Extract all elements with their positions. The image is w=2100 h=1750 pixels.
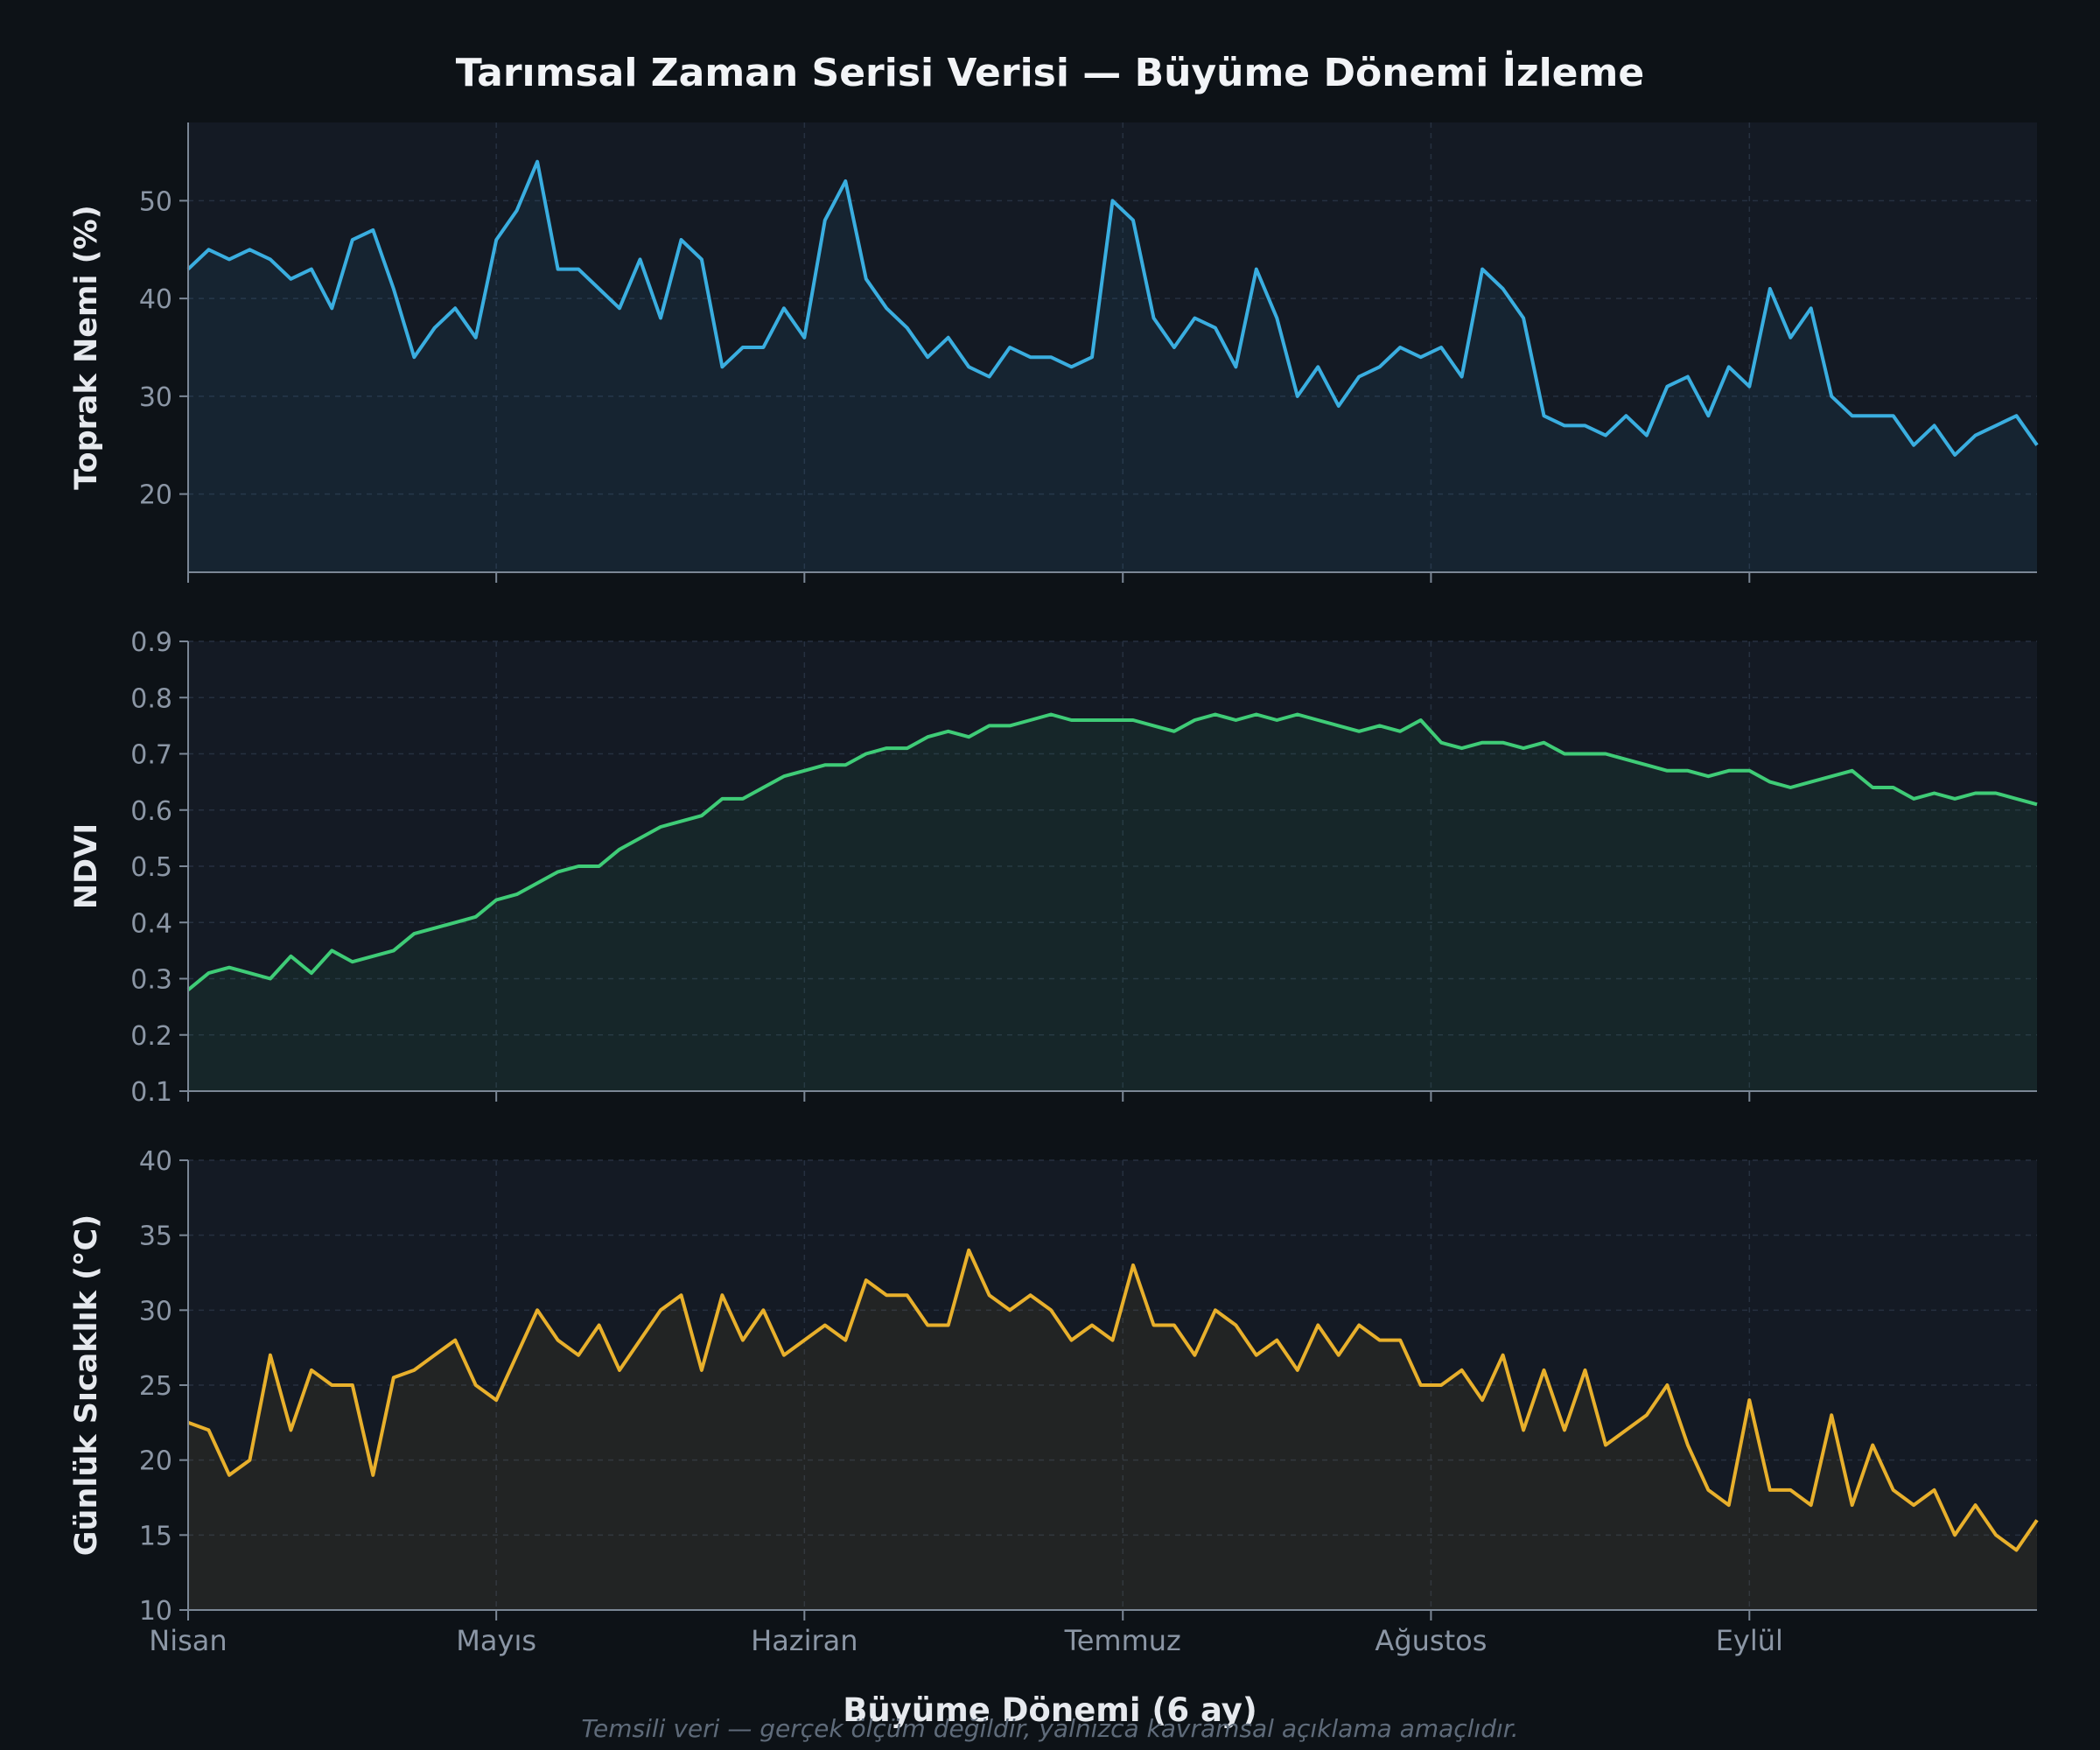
y-tick-label: 0.1 bbox=[130, 1077, 172, 1108]
series-area bbox=[188, 714, 2037, 1091]
x-tick-label: Nisan bbox=[149, 1624, 227, 1657]
y-axis-label: Toprak Nemi (%) bbox=[69, 205, 104, 489]
y-tick-label: 0.6 bbox=[130, 796, 172, 827]
y-tick-label: 50 bbox=[139, 186, 172, 217]
y-tick-label: 30 bbox=[139, 382, 172, 413]
panel-3: 10 15 20 25 30 35 40 Nisan Mayıs Haziran Temmuz Ağu… bbox=[69, 1146, 2039, 1657]
y-tick-label: 0.3 bbox=[130, 965, 172, 996]
y-tick-label: 15 bbox=[139, 1521, 172, 1551]
x-tick-label: Temmuz bbox=[1064, 1624, 1181, 1657]
y-axis-label: Günlük Sıcaklık (°C) bbox=[69, 1214, 104, 1556]
y-tick-label: 10 bbox=[139, 1596, 172, 1627]
chart-title: Tarımsal Zaman Serisi Verisi — Büyüme Dö… bbox=[456, 49, 1644, 95]
y-tick-label: 40 bbox=[139, 284, 172, 315]
series-line bbox=[187, 1248, 2039, 1552]
x-tick-label: Ağustos bbox=[1375, 1624, 1487, 1657]
y-tick-label: 0.2 bbox=[130, 1021, 172, 1052]
y-tick-label: 20 bbox=[139, 1446, 172, 1477]
y-tick-label: 0.4 bbox=[130, 908, 172, 939]
x-tick-label: Haziran bbox=[751, 1624, 858, 1657]
panel-2: 0.1 0.2 0.3 0.4 0.5 0.6 0.7 0.8 0.9 NDVI bbox=[69, 627, 2038, 1108]
y-tick-label: 0.7 bbox=[130, 740, 172, 771]
y-tick-label: 40 bbox=[139, 1146, 172, 1177]
y-tick-label: 0.9 bbox=[130, 627, 172, 658]
series-line bbox=[186, 159, 2039, 457]
panel-1: 20 30 40 50 Toprak Nemi (%) bbox=[69, 122, 2039, 583]
y-axis-label: NDVI bbox=[69, 823, 104, 909]
y-tick-label: 0.5 bbox=[130, 852, 172, 883]
y-tick-label: 30 bbox=[139, 1296, 172, 1326]
y-tick-label: 25 bbox=[139, 1371, 172, 1402]
y-tick-label: 35 bbox=[139, 1222, 172, 1252]
series-area bbox=[188, 161, 2037, 572]
x-tick-label: Eylül bbox=[1716, 1624, 1783, 1657]
y-tick-label: 20 bbox=[139, 480, 172, 511]
series-line bbox=[186, 712, 2038, 991]
y-tick-label: 0.8 bbox=[130, 683, 172, 714]
footnote: Temsili veri — gerçek ölçüm değildir, ya… bbox=[581, 1714, 1518, 1743]
x-axis-label: Büyüme Dönemi (6 ay) bbox=[843, 1691, 1257, 1729]
series-area bbox=[188, 1250, 2037, 1610]
x-tick-label: Mayıs bbox=[456, 1624, 536, 1657]
